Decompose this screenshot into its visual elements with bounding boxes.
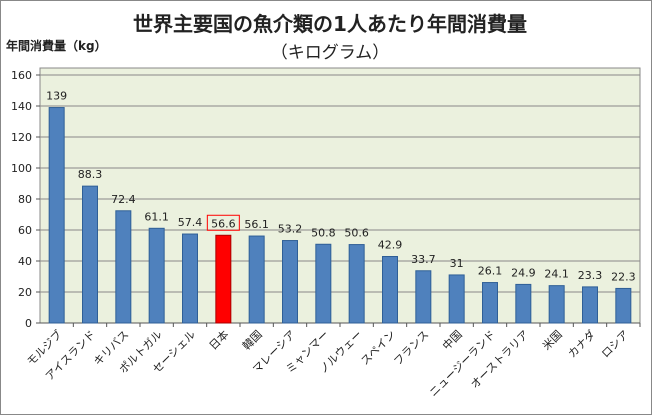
data-label: 139 [46,90,67,103]
bar-セーシェル [182,233,198,324]
x-tick-label: オーストラリア [468,328,531,391]
data-label: 56.1 [244,218,269,231]
chart-subtitle: （キログラム） [270,43,390,63]
x-tick-label: カナダ [565,327,598,360]
y-tick-label: 160 [11,69,32,82]
y-tick-label: 140 [11,100,32,113]
bar-米国 [548,285,565,324]
data-label: 26.1 [478,265,503,278]
bar-アイスランド [82,185,98,324]
bar-フランス [415,270,432,324]
data-label: 42.9 [378,239,403,252]
bar-スペイン [382,256,398,324]
data-label: 61.1 [144,210,169,223]
y-tick-label: 20 [18,286,32,299]
data-label: 31 [450,257,464,270]
bar-中国 [448,274,465,324]
bar-モルジブ [48,107,65,324]
data-label: 50.8 [311,226,336,239]
bar-マレーシア [282,240,298,324]
data-label: 57.4 [178,216,203,229]
data-label: 33.7 [411,253,436,266]
y-tick-label: 0 [25,317,32,330]
x-tick-label: フランス [391,328,431,368]
x-tick-label: 中国 [440,328,465,353]
x-tick-label: 米国 [540,328,565,353]
data-label: 22.3 [611,270,636,283]
bar-カナダ [582,286,598,324]
bar-ニュージーランド [482,282,498,324]
bar-韓国 [248,235,265,324]
y-tick-label: 40 [18,255,32,268]
chart-title: 世界主要国の魚介類の1人あたり年間消費量 [133,12,527,36]
data-label: 88.3 [78,168,103,181]
y-axis-label: 年間消費量（kg） [6,39,107,53]
y-tick-label: 120 [11,131,32,144]
y-tick-label: 100 [11,162,32,175]
bar-ノルウェー [348,244,365,324]
bar-キリバス [115,210,132,324]
data-label: 24.9 [511,266,536,279]
data-label: 23.3 [578,269,603,282]
bar-オーストラリア [515,283,532,324]
bar-ポルトガル [148,227,165,324]
y-tick-label: 80 [18,193,32,206]
bar-ミャンマー [315,243,332,324]
y-tick-label: 60 [18,224,32,237]
data-label: 72.4 [111,193,136,206]
x-tick-label: スペイン [358,328,398,368]
highlight-label-box [206,214,240,231]
plot-area [39,67,641,324]
data-label: 56.6 [211,217,236,230]
data-label: 24.1 [544,268,569,281]
data-label: 50.6 [344,227,369,240]
bar-日本 [215,234,232,324]
x-tick-label: ロシア [599,328,632,361]
x-tick-label: 日本 [206,327,231,352]
x-tick-label: 韓国 [240,328,265,353]
data-label: 53.2 [278,223,303,236]
bar-ロシア [615,287,632,324]
